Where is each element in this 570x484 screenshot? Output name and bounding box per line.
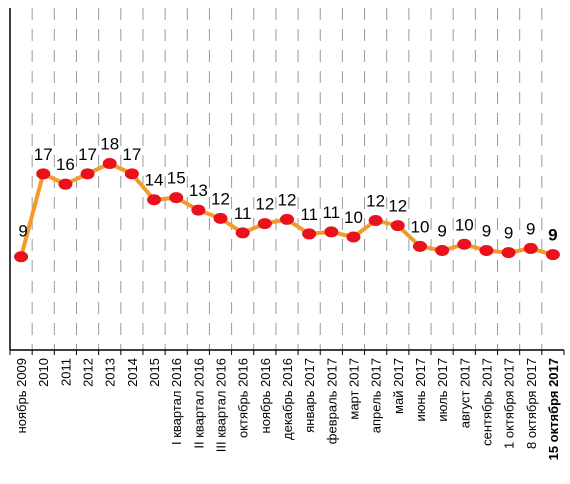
- series-polyline: [19, 161, 554, 258]
- data-label: 9: [548, 226, 557, 245]
- data-point: [302, 228, 317, 240]
- x-tick-label: май 2017: [391, 358, 406, 414]
- data-point: [501, 247, 516, 259]
- x-tick-label: 2012: [81, 358, 96, 387]
- x-tick-label: ноябрь 2016: [258, 358, 273, 433]
- data-point: [213, 212, 228, 224]
- data-label: 9: [504, 224, 513, 243]
- data-point: [169, 192, 184, 204]
- data-point: [457, 238, 472, 250]
- data-point: [124, 168, 139, 180]
- data-point: [324, 226, 339, 238]
- x-tick-label: 1 октября 2017: [502, 358, 517, 449]
- data-point: [390, 220, 405, 232]
- x-tick-label: апрель 2017: [369, 358, 384, 433]
- data-label: 10: [455, 215, 474, 234]
- data-point: [257, 218, 272, 230]
- x-tick-label: июль 2017: [435, 358, 450, 422]
- x-tick-label: I квартал 2016: [169, 358, 184, 445]
- data-label: 12: [366, 191, 385, 210]
- x-tick-label: январь 2017: [302, 358, 317, 433]
- data-point: [191, 204, 206, 216]
- data-label: 11: [322, 203, 340, 222]
- data-label: 9: [18, 222, 27, 241]
- data-point: [346, 231, 361, 243]
- x-tick-label: 8 октября 2017: [524, 358, 539, 449]
- data-point: [412, 240, 427, 252]
- x-tick-label: II квартал 2016: [191, 358, 206, 449]
- x-tick-label: 2011: [58, 358, 73, 386]
- data-point: [235, 227, 250, 239]
- data-label: 13: [189, 181, 208, 200]
- data-label: 16: [56, 155, 75, 174]
- data-point: [280, 213, 294, 225]
- data-point: [80, 168, 95, 180]
- series-line: [19, 161, 554, 258]
- data-label: 17: [122, 145, 141, 164]
- x-tick-labels: ноябрь 2009 2010 2011 2012 2013 2014 2015 I ква…: [14, 358, 561, 460]
- data-point: [479, 245, 494, 257]
- data-point: [435, 245, 450, 257]
- data-label: 10: [410, 217, 429, 236]
- x-tick-label: 2015: [147, 358, 162, 387]
- x-tick-label: март 2017: [346, 358, 361, 420]
- data-point: [102, 157, 117, 169]
- data-point: [147, 194, 162, 206]
- x-tick-label: сентябрь 2017: [479, 358, 494, 446]
- data-label: 18: [100, 134, 119, 153]
- x-tick-label: III квартал 2016: [214, 358, 229, 452]
- data-point: [36, 168, 51, 180]
- data-point: [14, 251, 29, 263]
- data-label: 12: [388, 197, 407, 216]
- data-label: 12: [278, 190, 297, 209]
- x-tick-label: август 2017: [457, 358, 472, 428]
- x-tick-label: февраль 2017: [324, 358, 339, 444]
- data-label: 10: [344, 208, 363, 227]
- data-label: 11: [234, 204, 252, 223]
- data-label: 9: [526, 219, 535, 238]
- data-label: 12: [255, 195, 274, 214]
- data-label: 17: [34, 145, 53, 164]
- data-point: [58, 178, 73, 190]
- data-label: 14: [145, 171, 164, 190]
- x-tick-label: декабрь 2016: [280, 358, 295, 440]
- data-point: [368, 214, 383, 226]
- data-label: 12: [211, 189, 230, 208]
- data-point: [545, 249, 560, 261]
- data-label: 15: [167, 169, 186, 188]
- data-label: 9: [437, 222, 446, 241]
- data-label: 17: [78, 145, 97, 164]
- vertical-gridlines: [31, 8, 543, 350]
- data-label: 11: [300, 205, 318, 224]
- x-tick-label: 2013: [103, 358, 118, 387]
- x-tick-label: июнь 2017: [413, 358, 428, 422]
- x-tick-label: ноябрь 2009: [14, 358, 29, 433]
- x-tick-label: 2014: [125, 358, 140, 387]
- data-label: 9: [482, 222, 491, 241]
- series-markers: [14, 157, 560, 263]
- x-tick-label: 15 октября 2017: [546, 358, 561, 460]
- axes: [9, 8, 565, 355]
- x-tick-label: 2010: [36, 358, 51, 387]
- data-point: [523, 242, 538, 254]
- x-tick-label: октябрь 2016: [236, 358, 251, 438]
